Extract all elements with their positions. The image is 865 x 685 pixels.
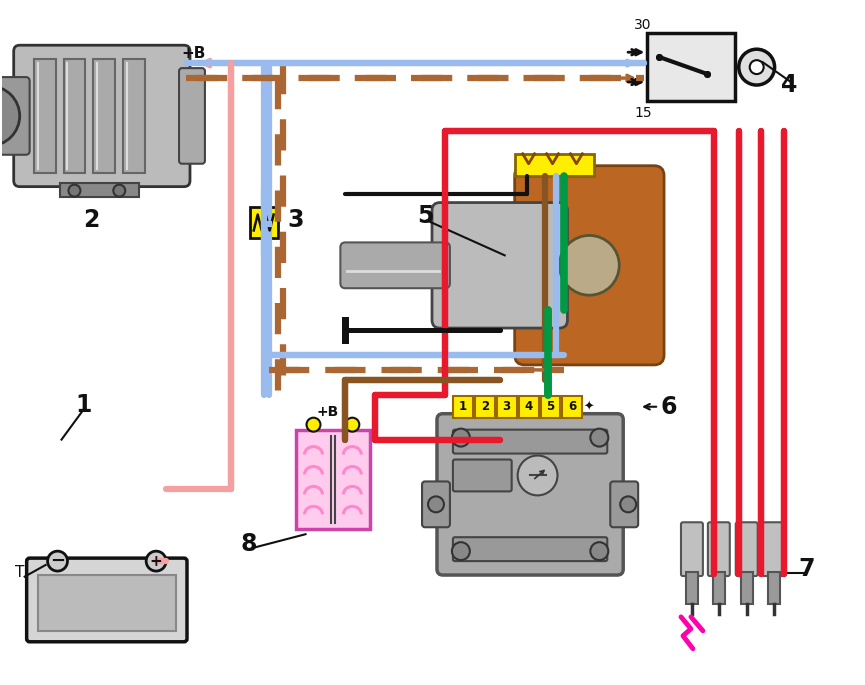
Circle shape <box>428 497 444 512</box>
Bar <box>37 575 176 631</box>
Circle shape <box>739 49 774 85</box>
Bar <box>562 396 582 418</box>
Bar <box>93 59 115 173</box>
FancyBboxPatch shape <box>0 77 29 155</box>
Bar <box>250 207 278 238</box>
Text: ✦: ✦ <box>583 400 593 413</box>
Text: 4: 4 <box>524 400 533 413</box>
Bar <box>34 59 55 173</box>
Circle shape <box>620 497 636 512</box>
FancyBboxPatch shape <box>432 203 567 328</box>
FancyBboxPatch shape <box>437 414 623 575</box>
FancyBboxPatch shape <box>736 522 758 576</box>
Bar <box>453 396 473 418</box>
Bar <box>740 572 753 604</box>
Bar <box>519 396 539 418</box>
Circle shape <box>517 456 557 495</box>
Text: 30: 30 <box>634 18 652 32</box>
FancyBboxPatch shape <box>179 68 205 164</box>
Bar <box>515 153 594 175</box>
Text: 3: 3 <box>503 400 510 413</box>
Text: 7: 7 <box>798 557 815 581</box>
Bar <box>497 396 516 418</box>
Circle shape <box>146 551 166 571</box>
Circle shape <box>306 418 320 432</box>
Text: T: T <box>16 565 25 580</box>
Bar <box>123 59 145 173</box>
Bar <box>296 429 370 530</box>
FancyBboxPatch shape <box>681 522 703 576</box>
Text: 3: 3 <box>287 208 304 232</box>
FancyBboxPatch shape <box>14 45 190 186</box>
Bar <box>686 572 698 604</box>
FancyBboxPatch shape <box>453 429 607 453</box>
Circle shape <box>68 185 80 197</box>
Bar <box>63 59 86 173</box>
Bar <box>541 396 561 418</box>
Text: −: − <box>50 552 65 570</box>
Circle shape <box>560 236 619 295</box>
Text: 1: 1 <box>75 393 92 416</box>
Bar <box>60 183 139 197</box>
Text: 2: 2 <box>83 208 99 232</box>
Text: 6: 6 <box>568 400 577 413</box>
Bar <box>767 572 779 604</box>
FancyBboxPatch shape <box>422 482 450 527</box>
FancyBboxPatch shape <box>340 242 450 288</box>
Text: 5: 5 <box>417 203 433 227</box>
Text: 2: 2 <box>481 400 489 413</box>
Text: +B: +B <box>317 405 339 419</box>
Circle shape <box>345 418 359 432</box>
Text: 15: 15 <box>634 106 652 120</box>
Circle shape <box>590 429 608 447</box>
Text: 1: 1 <box>458 400 467 413</box>
Circle shape <box>48 551 67 571</box>
Text: 8: 8 <box>240 532 257 556</box>
Circle shape <box>113 185 125 197</box>
Circle shape <box>0 86 20 146</box>
FancyBboxPatch shape <box>763 522 785 576</box>
FancyBboxPatch shape <box>611 482 638 527</box>
Text: 5: 5 <box>547 400 554 413</box>
Circle shape <box>452 429 470 447</box>
FancyBboxPatch shape <box>453 460 512 491</box>
FancyBboxPatch shape <box>708 522 730 576</box>
Text: 6: 6 <box>661 395 677 419</box>
Circle shape <box>452 543 470 560</box>
Text: +: + <box>150 553 163 569</box>
Bar <box>475 396 495 418</box>
Text: +B: +B <box>182 46 206 61</box>
FancyBboxPatch shape <box>453 537 607 561</box>
FancyBboxPatch shape <box>27 558 187 642</box>
FancyBboxPatch shape <box>515 166 664 365</box>
Circle shape <box>750 60 764 74</box>
Circle shape <box>590 543 608 560</box>
Text: 4: 4 <box>781 73 798 97</box>
Bar <box>647 34 734 101</box>
Bar <box>713 572 725 604</box>
